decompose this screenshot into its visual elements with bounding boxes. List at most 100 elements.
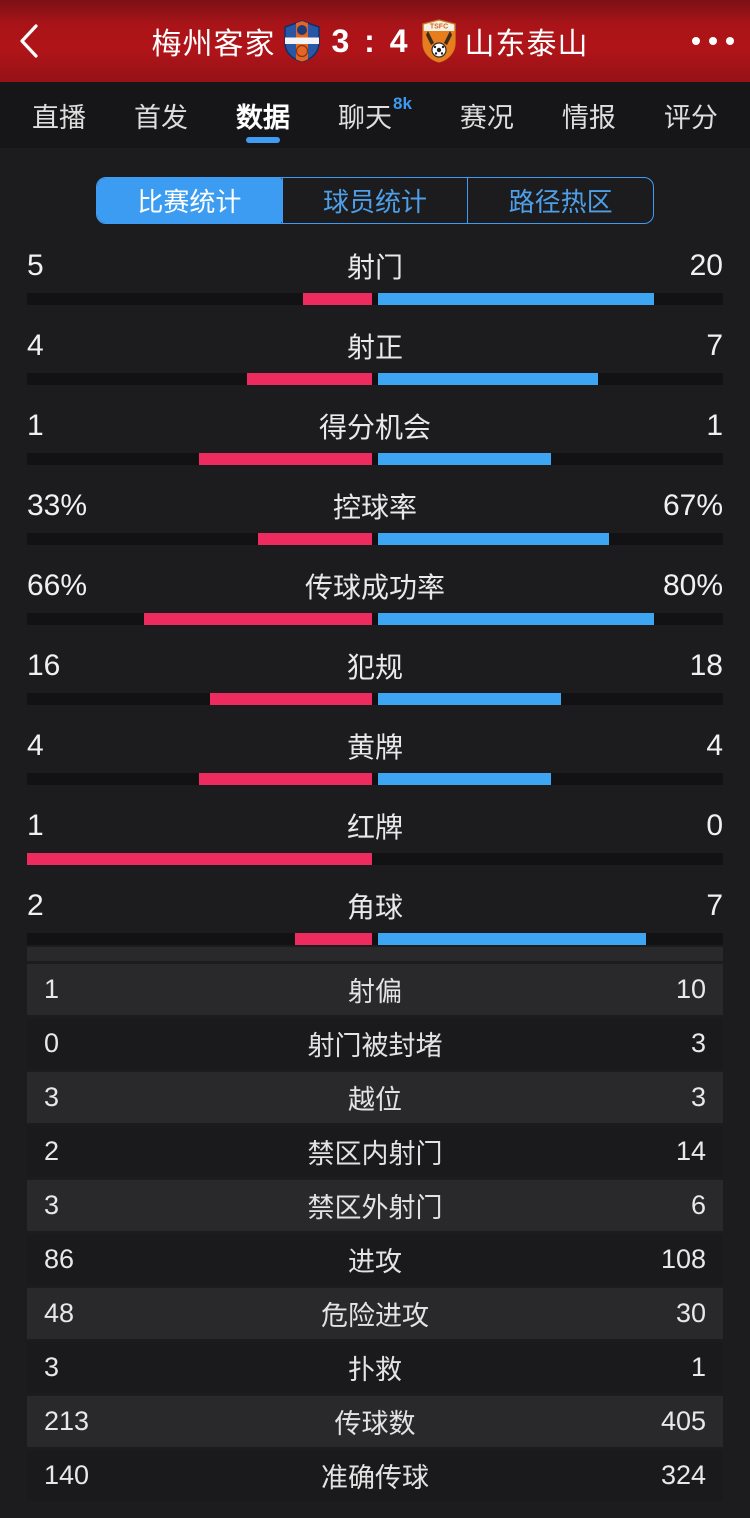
away-bar xyxy=(378,933,646,945)
table-top-spacer xyxy=(27,947,723,961)
segment-heatmap[interactable]: 路径热区 xyxy=(467,178,653,223)
stat-bar-track xyxy=(27,453,723,465)
home-value: 48 xyxy=(44,1298,75,1328)
home-bar xyxy=(199,453,372,465)
tab-situation[interactable]: 赛况 xyxy=(456,82,518,148)
home-bar xyxy=(144,613,372,625)
table-row-label: 危险进攻 xyxy=(321,1301,429,1331)
home-value: 5 xyxy=(27,249,44,282)
home-value: 1 xyxy=(44,974,60,1004)
segment-label: 比赛统计 xyxy=(137,187,242,217)
home-value: 86 xyxy=(44,1244,75,1274)
away-value: 3 xyxy=(690,1082,706,1112)
table-row-7: 3 扑救 1 xyxy=(27,1342,723,1393)
home-value: 213 xyxy=(44,1406,90,1436)
home-bar xyxy=(295,933,372,945)
table-row-label: 射偏 xyxy=(348,977,402,1007)
table-row-1: 0 射门被封堵 3 xyxy=(27,1018,723,1069)
home-bar xyxy=(303,293,372,305)
segment-player-stats[interactable]: 球员统计 xyxy=(281,178,468,223)
home-bar xyxy=(199,773,372,785)
more-button[interactable] xyxy=(678,11,734,71)
away-value: 6 xyxy=(690,1190,706,1220)
away-value: 20 xyxy=(689,249,723,282)
tab-label: 直播 xyxy=(32,102,86,133)
segment-label: 球员统计 xyxy=(323,187,428,217)
home-team-name: 梅州客家 xyxy=(151,28,276,61)
stat-bar-track xyxy=(27,613,723,625)
home-value: 140 xyxy=(44,1460,90,1490)
tab-live[interactable]: 直播 xyxy=(28,82,90,148)
tab-lineups[interactable]: 首发 xyxy=(130,82,192,148)
away-team-name: 山东泰山 xyxy=(464,28,589,61)
table-row-label: 越位 xyxy=(348,1085,402,1115)
table-row-4: 3 禁区外射门 6 xyxy=(27,1180,723,1231)
stat-row-2: 1 得分机会 1 xyxy=(27,406,723,486)
home-value: 16 xyxy=(27,649,61,682)
stat-bar-track xyxy=(27,773,723,785)
away-value: 3 xyxy=(690,1028,706,1058)
segmented-control: 比赛统计 球员统计 路径热区 xyxy=(96,177,654,224)
stat-row-1: 4 射正 7 xyxy=(27,326,723,406)
match-title: 梅州客家 3 : 4 TSFC xyxy=(62,19,678,63)
back-button[interactable] xyxy=(16,11,62,71)
stat-row-0: 5 射门 20 xyxy=(27,246,723,326)
table-row-label: 禁区内射门 xyxy=(307,1139,443,1169)
table-row-label: 禁区外射门 xyxy=(307,1193,443,1223)
stat-row-8: 2 角球 7 xyxy=(27,886,723,945)
home-bar xyxy=(258,533,372,545)
tab-label: 评分 xyxy=(663,102,718,133)
segment-label: 路径热区 xyxy=(508,187,613,217)
away-value: 108 xyxy=(660,1244,706,1274)
away-bar xyxy=(378,453,551,465)
stat-bar-track xyxy=(27,373,723,385)
table-row-0: 1 射偏 10 xyxy=(27,964,723,1015)
stat-bar-track xyxy=(27,853,723,865)
segment-match-stats[interactable]: 比赛统计 xyxy=(97,178,282,223)
table-row-6: 48 危险进攻 30 xyxy=(27,1288,723,1339)
away-value: 80% xyxy=(662,569,723,602)
away-value: 7 xyxy=(706,889,723,922)
table-row-label: 射门被封堵 xyxy=(307,1031,443,1061)
stat-label: 射正 xyxy=(346,332,404,363)
home-value: 66% xyxy=(27,569,88,602)
tab-bar: 直播 首发 数据 聊天 8k 赛况 情报 评分 xyxy=(0,82,750,148)
tab-rating[interactable]: 评分 xyxy=(660,82,722,148)
away-value: 67% xyxy=(662,489,723,522)
home-value: 1 xyxy=(27,409,44,442)
detail-stats-table: 1 射偏 10 0 射门被封堵 3 3 越位 3 2 禁区内射门 14 3 禁区… xyxy=(27,947,723,1501)
back-icon xyxy=(20,24,38,58)
home-value: 3 xyxy=(44,1190,60,1220)
stat-row-5: 16 犯规 18 xyxy=(27,646,723,726)
away-bar xyxy=(378,533,609,545)
away-bar xyxy=(378,693,561,705)
away-value: 30 xyxy=(675,1298,706,1328)
tab-label: 赛况 xyxy=(459,102,514,133)
table-row-2: 3 越位 3 xyxy=(27,1072,723,1123)
stat-bar-track xyxy=(27,533,723,545)
stat-label: 红牌 xyxy=(346,812,404,843)
home-bar xyxy=(210,693,372,705)
tab-intel[interactable]: 情报 xyxy=(558,82,620,148)
home-team-logo xyxy=(284,20,321,62)
tab-data[interactable]: 数据 xyxy=(232,82,294,148)
home-value: 3 xyxy=(44,1082,60,1112)
away-bar xyxy=(378,773,551,785)
segmented-control-wrap: 比赛统计 球员统计 路径热区 xyxy=(0,148,750,224)
tab-label: 聊天 xyxy=(338,102,392,133)
tab-label: 情报 xyxy=(561,102,616,133)
away-value: 1 xyxy=(706,409,723,442)
table-row-label: 准确传球 xyxy=(321,1463,429,1493)
away-value: 10 xyxy=(675,974,706,1004)
home-value: 2 xyxy=(27,889,44,922)
away-value: 324 xyxy=(660,1460,706,1490)
table-row-label: 传球数 xyxy=(334,1409,416,1439)
away-value: 4 xyxy=(706,729,723,762)
match-score: 3 : 4 xyxy=(331,22,411,59)
stat-label: 角球 xyxy=(346,892,404,923)
away-value: 14 xyxy=(675,1136,706,1166)
tab-chat[interactable]: 聊天 8k xyxy=(334,82,416,148)
stat-row-3: 33% 控球率 67% xyxy=(27,486,723,566)
away-value: 0 xyxy=(706,809,723,842)
